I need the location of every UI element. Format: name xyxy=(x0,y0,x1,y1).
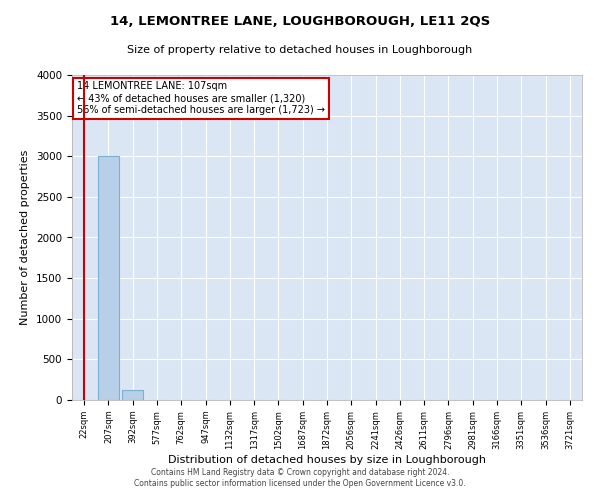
Y-axis label: Number of detached properties: Number of detached properties xyxy=(20,150,31,325)
X-axis label: Distribution of detached houses by size in Loughborough: Distribution of detached houses by size … xyxy=(168,454,486,464)
Text: 14 LEMONTREE LANE: 107sqm
← 43% of detached houses are smaller (1,320)
56% of se: 14 LEMONTREE LANE: 107sqm ← 43% of detac… xyxy=(77,82,325,114)
Bar xyxy=(122,390,143,400)
Text: 14, LEMONTREE LANE, LOUGHBOROUGH, LE11 2QS: 14, LEMONTREE LANE, LOUGHBOROUGH, LE11 2… xyxy=(110,15,490,28)
Text: Size of property relative to detached houses in Loughborough: Size of property relative to detached ho… xyxy=(127,45,473,55)
Text: Contains HM Land Registry data © Crown copyright and database right 2024.
Contai: Contains HM Land Registry data © Crown c… xyxy=(134,468,466,487)
Bar xyxy=(98,156,119,400)
